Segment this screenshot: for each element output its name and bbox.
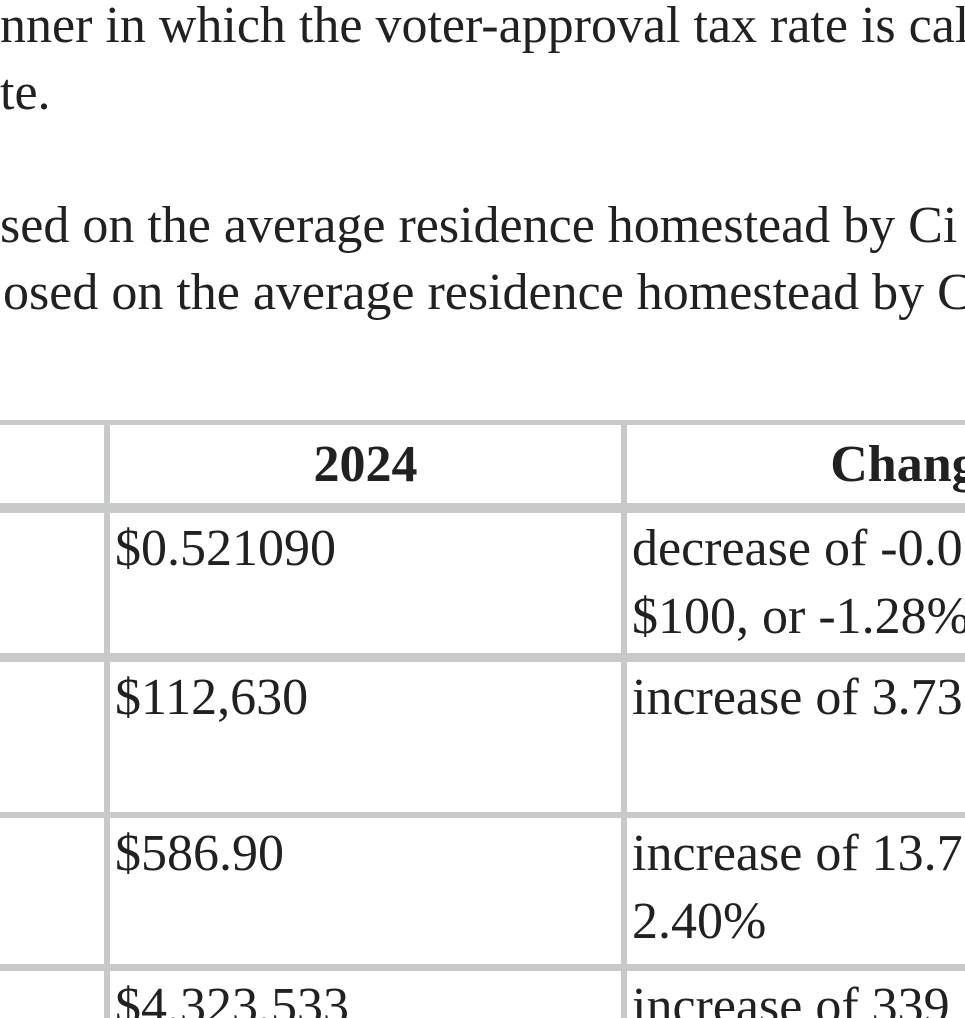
change-line2: $100, or -1.28% <box>632 588 965 645</box>
change-line1: increase of 3.73 <box>632 669 963 726</box>
value-text: $586.90 <box>115 825 284 882</box>
header-change-cell: Change <box>830 435 965 493</box>
row-change-cell: increase of 13.7 2.40% <box>627 818 965 964</box>
row-change-cell: increase of 339 <box>627 971 965 1018</box>
row-label-cell <box>0 818 110 964</box>
row-2024-value: $0.521090 <box>110 513 627 653</box>
row-label-cell <box>0 513 110 653</box>
row-label-cell <box>0 971 110 1018</box>
change-line2: 2.40% <box>632 893 767 950</box>
row-2024-value: $4,323,533 <box>110 971 627 1018</box>
table-row: $586.90 increase of 13.7 2.40% <box>0 812 965 964</box>
value-text: $0.521090 <box>115 520 336 577</box>
header-label-cell <box>0 425 110 503</box>
paragraph2-line1: sed on the average residence homestead b… <box>0 197 958 254</box>
row-change-cell: increase of 3.73 <box>627 662 965 812</box>
paragraph1-line2: te. <box>0 64 51 121</box>
table-row: $112,630 increase of 3.73 <box>0 653 965 812</box>
row-label-cell <box>0 662 110 812</box>
value-text: $112,630 <box>115 669 309 726</box>
change-line1: increase of 339 <box>632 978 950 1018</box>
value-text: $4,323,533 <box>115 978 349 1018</box>
table-header-row: 2024 Change <box>0 420 965 503</box>
table-row: $4,323,533 increase of 339 <box>0 964 965 1018</box>
change-line1: decrease of -0.0 <box>632 520 963 577</box>
header-2024-cell: 2024 <box>110 425 627 503</box>
change-line1: increase of 13.7 <box>632 825 963 882</box>
row-2024-value: $586.90 <box>110 818 627 964</box>
table-row: $0.521090 decrease of -0.0 $100, or -1.2… <box>0 503 965 653</box>
tax-comparison-table: 2024 Change $0.521090 decrease of -0.0 $… <box>0 420 965 1018</box>
row-change-cell: decrease of -0.0 $100, or -1.28% <box>627 513 965 653</box>
paragraph1-line1: nner in which the voter-approval tax rat… <box>0 0 965 54</box>
row-2024-value: $112,630 <box>110 662 627 812</box>
paragraph2-line2: osed on the average residence homestead … <box>3 264 965 321</box>
